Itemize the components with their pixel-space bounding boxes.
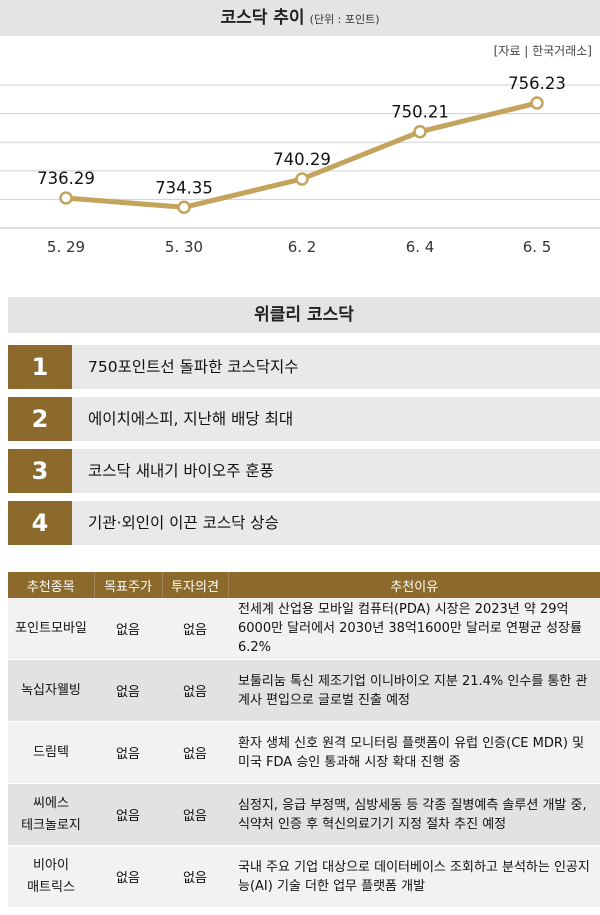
stock-name: 드림텍 bbox=[8, 721, 94, 784]
target-price: 없음 bbox=[94, 783, 162, 846]
weekly-item-text: 코스닥 새내기 바이오주 훈풍 bbox=[88, 462, 274, 480]
investment-opinion: 없음 bbox=[162, 659, 228, 722]
weekly-item: 1 750포인트선 돌파한 코스닥지수 bbox=[8, 345, 600, 389]
x-tick-label: 5. 29 bbox=[47, 238, 85, 256]
recommendation-reason: 전세계 산업용 모바일 컴퓨터(PDA) 시장은 2023년 약 29억6000… bbox=[228, 598, 600, 660]
weekly-item: 4 기관·외인이 이끈 코스닥 상승 bbox=[8, 501, 600, 545]
weekly-heading: 위클리 코스닥 bbox=[8, 297, 600, 333]
weekly-item: 2 에이치에스피, 지난해 배당 최대 bbox=[8, 397, 600, 441]
column-header: 추천종목 bbox=[8, 572, 95, 598]
table-row: 비아이 매트릭스 없음 없음 국내 주요 기업 대상으로 데이터베이스 조회하고… bbox=[8, 845, 600, 908]
rank-badge: 2 bbox=[8, 397, 72, 441]
table-row: 녹십자웰빙 없음 없음 보툴리눔 톡신 제조기업 이니바이오 지분 21.4% … bbox=[8, 659, 600, 722]
chart-source: [자료 | 한국거래소] bbox=[493, 44, 592, 58]
target-price: 없음 bbox=[94, 659, 162, 722]
data-point bbox=[530, 96, 544, 110]
table-header-row: 추천종목 목표주가 투자의견 추천이유 bbox=[8, 572, 600, 598]
column-header: 추천이유 bbox=[228, 572, 600, 598]
rank-badge: 1 bbox=[8, 345, 72, 389]
data-label: 736.29 bbox=[37, 169, 95, 188]
weekly-item-text: 750포인트선 돌파한 코스닥지수 bbox=[88, 358, 299, 376]
weekly-item-text: 에이치에스피, 지난해 배당 최대 bbox=[88, 410, 294, 428]
data-label: 734.35 bbox=[155, 178, 213, 197]
target-price: 없음 bbox=[94, 845, 162, 908]
data-label: 740.29 bbox=[273, 150, 331, 169]
stock-name: 포인트모바일 bbox=[8, 598, 94, 660]
target-price: 없음 bbox=[94, 598, 162, 660]
data-label: 756.23 bbox=[508, 74, 566, 93]
column-header: 투자의견 bbox=[162, 572, 229, 598]
weekly-item-text: 기관·외인이 이끈 코스닥 상승 bbox=[88, 514, 279, 532]
investment-opinion: 없음 bbox=[162, 721, 228, 784]
recommendation-reason: 국내 주요 기업 대상으로 데이터베이스 조회하고 분석하는 인공지능(AI) … bbox=[228, 845, 600, 908]
target-price: 없음 bbox=[94, 721, 162, 784]
x-tick-label: 6. 5 bbox=[523, 238, 552, 256]
weekly-item: 3 코스닥 새내기 바이오주 훈풍 bbox=[8, 449, 600, 493]
rank-badge: 3 bbox=[8, 449, 72, 493]
x-tick-label: 6. 2 bbox=[288, 238, 317, 256]
stock-name: 씨에스 테크놀로지 bbox=[8, 783, 94, 846]
x-tick-label: 6. 4 bbox=[406, 238, 435, 256]
chart-title: 코스닥 추이 bbox=[220, 8, 305, 28]
table-row: 드림텍 없음 없음 환자 생체 신호 원격 모니터링 플랫폼이 유럽 인증(CE… bbox=[8, 721, 600, 784]
recommendation-reason: 심정지, 응급 부정맥, 심방세동 등 각종 질병예측 솔루션 개발 중, 식약… bbox=[228, 783, 600, 846]
data-point bbox=[59, 191, 73, 205]
data-label: 750.21 bbox=[391, 103, 449, 122]
chart-unit: (단위 : 포인트) bbox=[309, 13, 380, 26]
investment-opinion: 없음 bbox=[162, 598, 228, 660]
chart-title-bar: 코스닥 추이 (단위 : 포인트) bbox=[0, 0, 600, 36]
recommendation-table: 추천종목 목표주가 투자의견 추천이유 포인트모바일 없음 없음 전세계 산업용… bbox=[8, 572, 600, 908]
investment-opinion: 없음 bbox=[162, 845, 228, 908]
recommendation-reason: 환자 생체 신호 원격 모니터링 플랫폼이 유럽 인증(CE MDR) 및 미국… bbox=[228, 721, 600, 784]
data-point bbox=[177, 200, 191, 215]
recommendation-reason: 보툴리눔 톡신 제조기업 이니바이오 지분 21.4% 인수를 통한 관계사 편… bbox=[228, 659, 600, 722]
stock-name: 녹십자웰빙 bbox=[8, 659, 94, 722]
table-row: 씨에스 테크놀로지 없음 없음 심정지, 응급 부정맥, 심방세동 등 각종 질… bbox=[8, 783, 600, 846]
stock-name: 비아이 매트릭스 bbox=[8, 845, 94, 908]
x-tick-label: 5. 30 bbox=[165, 238, 203, 256]
kosdaq-line-chart: 736.29 734.35 740.29 750.21 756.23 5. 29 5. 30… bbox=[0, 74, 600, 256]
data-point bbox=[413, 124, 427, 139]
data-point bbox=[295, 172, 309, 186]
rank-badge: 4 bbox=[8, 501, 72, 545]
table-row: 포인트모바일 없음 없음 전세계 산업용 모바일 컴퓨터(PDA) 시장은 20… bbox=[8, 598, 600, 660]
column-header: 목표주가 bbox=[94, 572, 163, 598]
investment-opinion: 없음 bbox=[162, 783, 228, 846]
